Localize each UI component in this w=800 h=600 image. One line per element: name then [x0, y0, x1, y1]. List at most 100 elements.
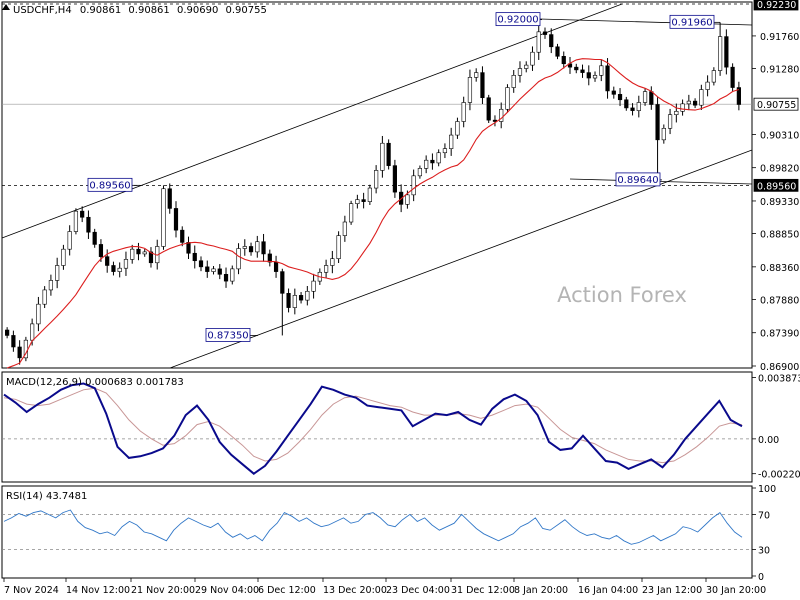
- channel-lower-line: [169, 149, 753, 369]
- ohlc-close: 0.90755: [226, 5, 267, 16]
- candle: [173, 201, 179, 238]
- candle: [242, 239, 247, 256]
- price-annotation: 0.91960: [669, 14, 720, 29]
- macd-title: MACD(12,26,9) 0.000683 0.001783: [6, 377, 184, 388]
- candle: [355, 194, 360, 209]
- candle: [642, 88, 648, 106]
- symbol-label: USDCHF,H4: [13, 5, 72, 16]
- candle: [330, 250, 335, 274]
- price-annotation: 0.92000: [495, 12, 542, 27]
- candle: [86, 210, 91, 239]
- candle: [161, 185, 166, 250]
- candle: [148, 247, 154, 268]
- y-tick-label: 0.89820: [760, 164, 799, 175]
- y-tick-label: 0.91280: [760, 65, 799, 76]
- candle: [55, 257, 60, 289]
- candle: [236, 243, 241, 275]
- candle: [667, 108, 673, 135]
- candle: [699, 84, 704, 111]
- candle: [323, 259, 329, 279]
- candle: [686, 94, 691, 111]
- candle: [424, 155, 429, 174]
- candle: [23, 336, 28, 362]
- svg-text:0.89560: 0.89560: [89, 180, 130, 191]
- candle: [286, 288, 291, 313]
- rsi-layer: 100 70 30 0: [2, 484, 776, 583]
- candle: [392, 159, 397, 198]
- candle: [511, 70, 516, 93]
- candle: [374, 165, 379, 194]
- candle: [499, 102, 504, 129]
- y-tick-label: 0.90310: [760, 130, 799, 141]
- macd-line: [3, 382, 743, 475]
- price-marker-level: 0.89560: [753, 178, 799, 192]
- x-tick-label: 16 Jan 04:00: [578, 585, 638, 596]
- candle: [524, 61, 529, 73]
- candle: [467, 69, 473, 111]
- x-tick-label: 23 Dec 04:00: [386, 585, 450, 596]
- candle: [630, 103, 635, 116]
- collapse-triangle-icon: [2, 4, 10, 10]
- candle: [261, 233, 266, 262]
- candle: [255, 235, 260, 258]
- candle: [411, 169, 416, 202]
- rsi-tick-label: 70: [758, 510, 770, 521]
- candle: [280, 268, 285, 336]
- candle: [336, 231, 341, 264]
- y-tick-label: 0.87880: [760, 295, 799, 306]
- channel-upper-line: [1, 3, 623, 239]
- candle: [436, 149, 441, 167]
- candle: [211, 266, 216, 275]
- y-tick-label: 0.89330: [760, 197, 799, 208]
- candle: [98, 239, 104, 262]
- candle: [417, 165, 423, 179]
- svg-text:0.89640: 0.89640: [617, 175, 658, 186]
- candle: [517, 61, 523, 83]
- candle: [311, 273, 316, 299]
- candle: [724, 29, 729, 75]
- trend-channel: [1, 3, 753, 369]
- svg-text:0.87350: 0.87350: [207, 330, 248, 341]
- price-marker-top: 0.92230: [753, 0, 799, 11]
- candle: [5, 327, 10, 339]
- candle: [342, 215, 347, 242]
- x-tick-label: 23 Jan 12:00: [642, 585, 702, 596]
- candle: [67, 225, 72, 256]
- candle: [136, 242, 141, 261]
- candle: [542, 27, 548, 39]
- rsi-panel-frame: [1, 485, 753, 579]
- x-tick-label: 14 Nov 12:00: [66, 585, 130, 596]
- y-tick-label: 0.88360: [760, 263, 799, 274]
- candle: [680, 99, 685, 116]
- y-tick-label: 0.91760: [760, 32, 799, 43]
- candle: [367, 184, 372, 205]
- candle: [217, 264, 222, 280]
- x-tick-label: 7 Nov 2024: [4, 585, 59, 596]
- svg-text:0.91960: 0.91960: [671, 17, 712, 28]
- candle: [492, 115, 498, 127]
- macd-panel-frame: [1, 371, 753, 483]
- moving-average-line: [6, 58, 740, 369]
- candle: [718, 22, 723, 76]
- candle: [624, 96, 629, 111]
- candle: [449, 127, 454, 156]
- candle: [17, 340, 22, 365]
- candle: [455, 117, 460, 139]
- x-tick-label: 21 Nov 20:00: [131, 585, 195, 596]
- candle: [117, 262, 122, 278]
- price-annotation: 0.87350: [205, 328, 258, 342]
- candle: [655, 97, 660, 180]
- candle: [586, 65, 591, 86]
- price-annotation: 0.89640: [615, 172, 662, 187]
- candle: [298, 292, 304, 304]
- rsi-line: [3, 509, 743, 545]
- x-tick-label: 6 Dec 12:00: [258, 585, 316, 596]
- price-candles: [5, 19, 741, 365]
- candle: [611, 86, 616, 99]
- svg-text:0.89560: 0.89560: [757, 181, 796, 192]
- x-tick-label: 29 Nov 04:00: [195, 585, 259, 596]
- candle: [549, 28, 554, 54]
- candle: [111, 261, 116, 276]
